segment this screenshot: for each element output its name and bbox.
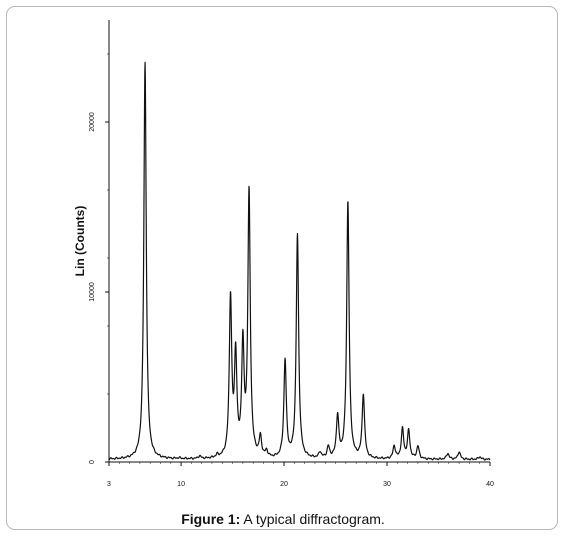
peak-point (178, 458, 179, 459)
chart-axes: Lin (Counts) (73, 20, 490, 463)
peak-point (319, 453, 320, 454)
diffraction-pattern-line (108, 61, 491, 461)
peak-point (230, 300, 231, 301)
caption-label: Figure 1: (181, 511, 241, 527)
x-tick-label: 40 (486, 481, 494, 488)
peak-point (284, 361, 285, 362)
peak-point (394, 446, 395, 447)
diffractogram-chart: Lin (Counts) 0 10000 20000 3 10 20 30 40 (73, 20, 494, 488)
x-tick-label: 3 (107, 481, 111, 488)
y-tick-label: 0 (89, 460, 96, 464)
y-axis-label: Lin (Counts) (73, 206, 87, 277)
y-tick-label: 10000 (89, 282, 96, 302)
peak-point (144, 62, 145, 63)
peak-point (217, 456, 218, 457)
peak-point (328, 448, 329, 449)
peak-point (235, 359, 236, 360)
y-tick-label: 20000 (89, 112, 96, 132)
peak-point (337, 417, 338, 418)
peak-point (408, 431, 409, 432)
caption-text: A typical diffractogram. (240, 511, 385, 527)
peak-point (459, 451, 460, 452)
peak-point (347, 201, 348, 202)
peak-point (363, 395, 364, 396)
x-tick-label: 10 (177, 481, 185, 488)
peak-point (297, 235, 298, 236)
chart-ticks: 0 10000 20000 3 10 20 30 40 (89, 53, 494, 488)
peak-point (242, 349, 243, 350)
peak-point (266, 453, 267, 454)
figure-caption: Figure 1: A typical diffractogram. (0, 511, 566, 527)
peak-point (447, 453, 448, 454)
chart-series (108, 61, 491, 461)
peak-point (417, 446, 418, 447)
x-tick-label: 20 (280, 481, 288, 488)
peak-point (248, 195, 249, 196)
peak-point (402, 429, 403, 430)
peak-point (199, 456, 200, 457)
x-tick-label: 30 (383, 481, 391, 488)
figure-frame (6, 6, 558, 530)
peak-point (260, 439, 261, 440)
peak-point (479, 456, 480, 457)
